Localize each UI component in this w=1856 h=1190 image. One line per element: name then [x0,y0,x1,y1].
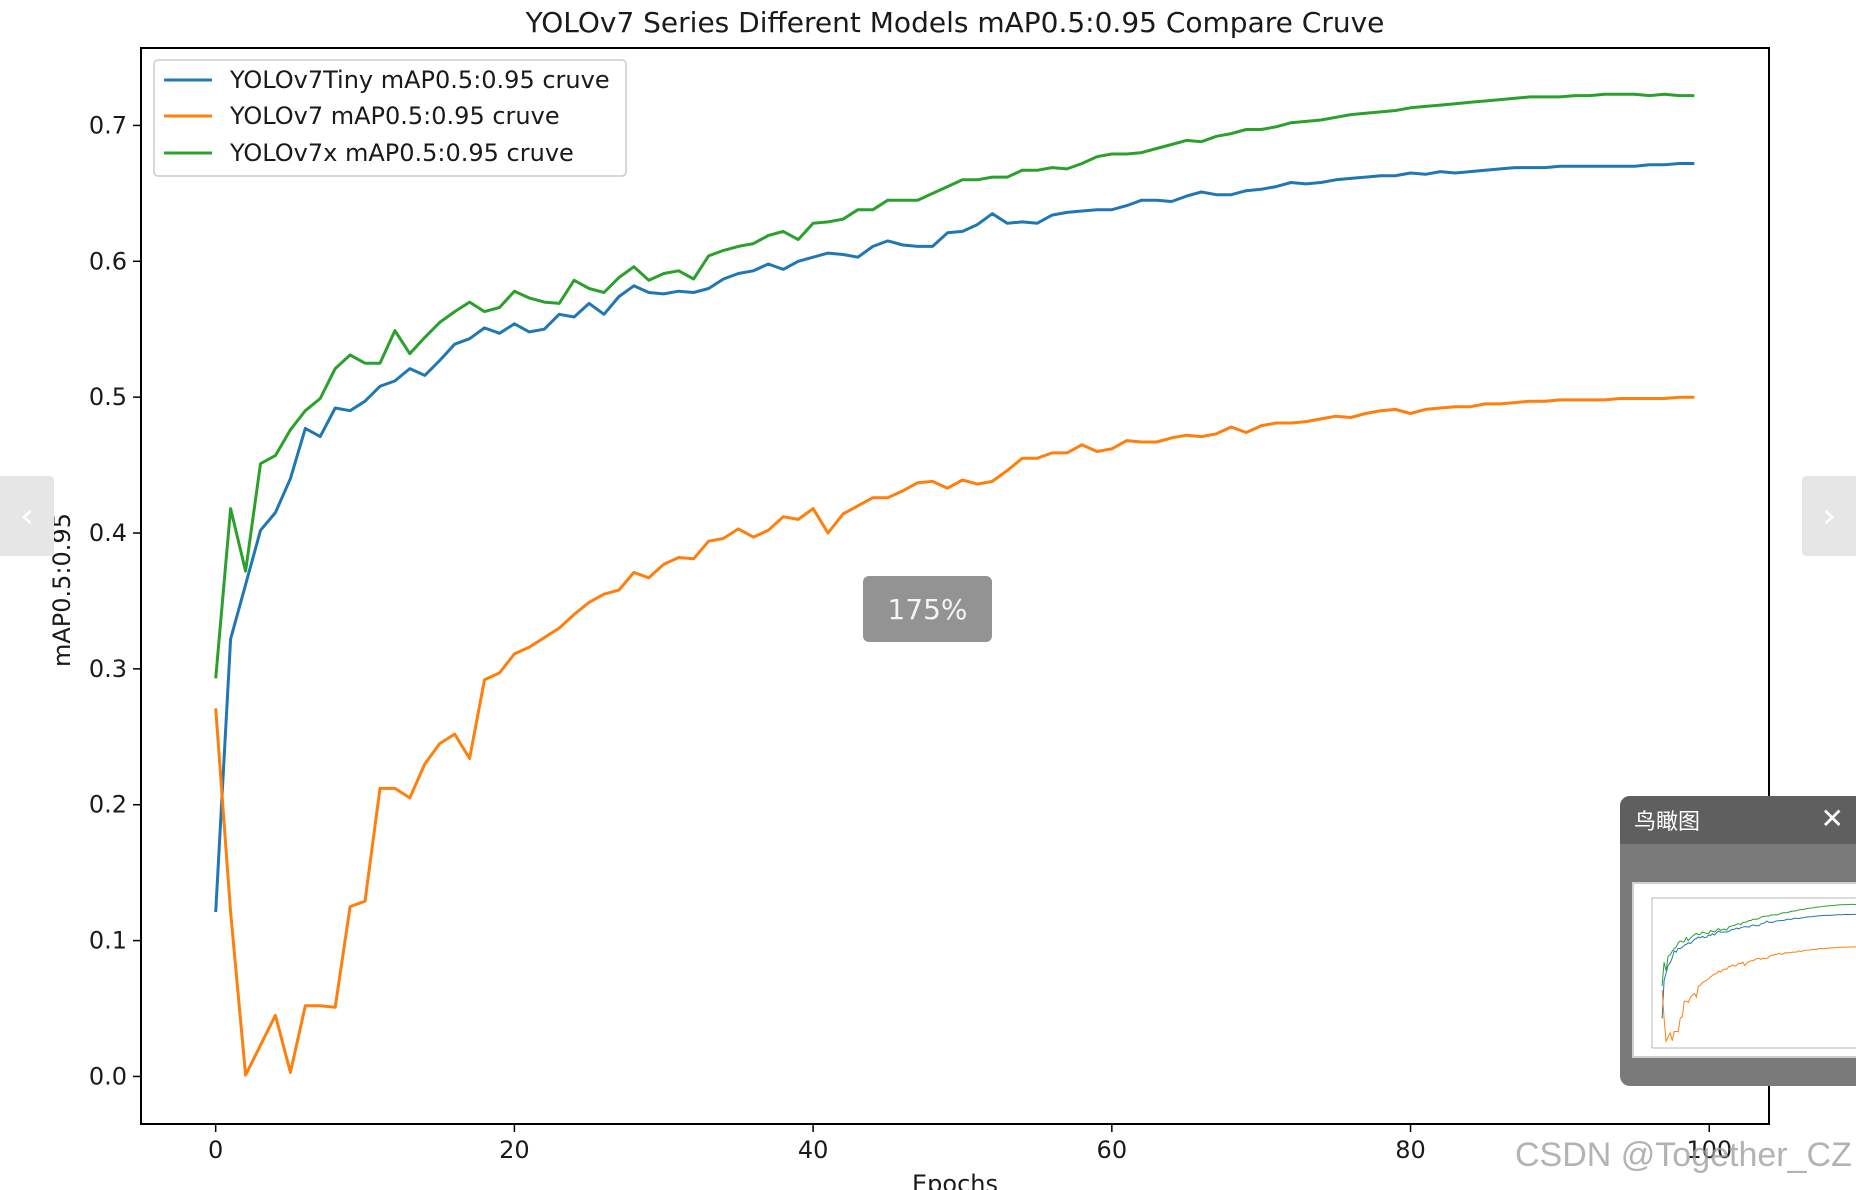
x-axis: 0 20 40 60 80 100 [208,1124,1732,1164]
thumbnail-series-1 [1661,946,1856,1044]
thumbnail-chart [1651,897,1856,1049]
y-tick-label: 0.7 [89,111,127,139]
series-line-1 [214,395,1695,1077]
series-line-2 [214,92,1695,679]
x-tick-label: 40 [798,1136,829,1164]
x-tick-label: 80 [1395,1136,1426,1164]
legend-label-tiny: YOLOv7Tiny mAP0.5:0.95 cruve [229,66,610,94]
overview-panel[interactable]: 鸟瞰图 ✕ [1620,796,1856,1086]
series-line-0 [214,162,1695,913]
chevron-right-icon: › [1822,496,1836,536]
y-axis: 0.0 0.1 0.2 0.3 0.4 0.5 0.6 0.7 [89,111,141,1090]
y-tick-label: 0.5 [89,383,127,411]
thumbnail-frame [1651,897,1856,1049]
x-axis-label: Epochs [912,1170,998,1190]
y-tick-label: 0.3 [89,655,127,683]
y-tick-label: 0.1 [89,927,127,955]
overview-header: 鸟瞰图 [1620,796,1856,844]
plot-frame [140,47,1770,1125]
zoom-level-badge: 175% [863,576,992,642]
y-tick-label: 0.4 [89,519,127,547]
legend-label-v7x: YOLOv7x mAP0.5:0.95 cruve [229,139,574,167]
x-tick-label: 20 [499,1136,530,1164]
x-tick-label: 60 [1097,1136,1128,1164]
next-image-button[interactable]: › [1802,476,1856,556]
chevron-left-icon: ‹ [20,496,34,536]
x-tick-label: 0 [208,1136,223,1164]
y-tick-label: 0.6 [89,247,127,275]
legend-label-v7: YOLOv7 mAP0.5:0.95 cruve [229,102,560,130]
thumbnail-series-2 [1661,903,1856,986]
overview-title: 鸟瞰图 [1634,810,1701,835]
chart-title: YOLOv7 Series Different Models mAP0.5:0.… [525,6,1385,39]
plot-area [214,92,1695,1077]
thumbnail-series-0 [1661,913,1856,1019]
overview-thumbnail[interactable] [1632,882,1856,1058]
legend: YOLOv7Tiny mAP0.5:0.95 cruve YOLOv7 mAP0… [153,59,627,177]
watermark: CSDN @Together_CZ [1515,1136,1852,1174]
x-tick-label: 100 [1686,1136,1732,1164]
close-icon[interactable]: ✕ [1820,802,1844,835]
y-tick-label: 0.2 [89,791,127,819]
previous-image-button[interactable]: ‹ [0,476,54,556]
y-tick-label: 0.0 [89,1062,127,1090]
legend-box [153,59,627,177]
